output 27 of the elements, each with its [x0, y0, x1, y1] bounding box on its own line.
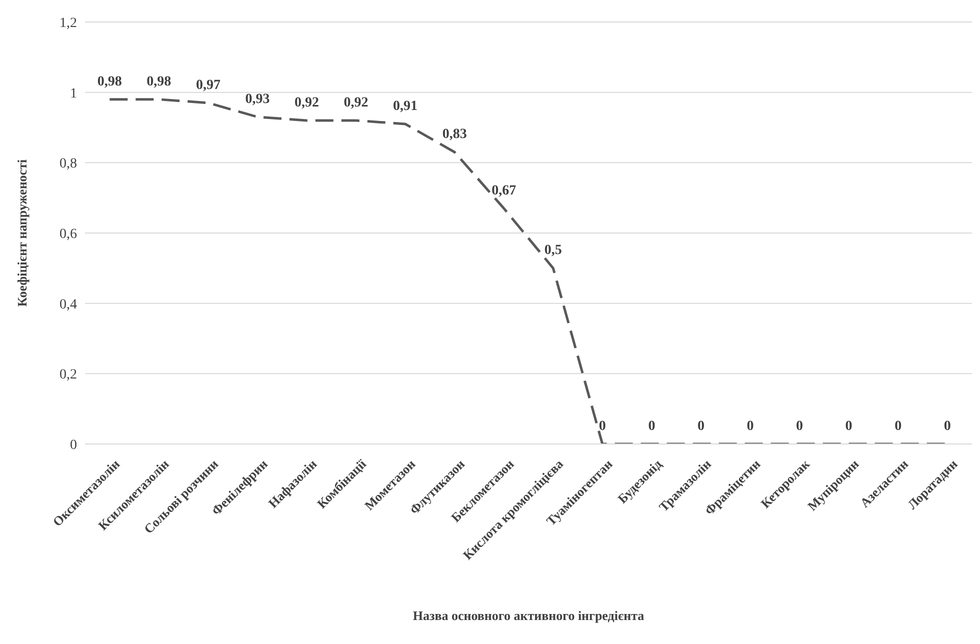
y-tick-label: 0 [70, 438, 77, 453]
data-label: 0 [746, 419, 754, 434]
data-label: 0,91 [393, 98, 418, 114]
data-label: 0 [796, 419, 804, 434]
data-label: 0,5 [544, 243, 562, 258]
data-label: 0,93 [245, 92, 270, 107]
data-label: 0 [648, 419, 656, 434]
data-label: 0,98 [97, 74, 122, 90]
y-axis-title: Коефіцієнт напруженості [14, 159, 30, 307]
y-tick-label: 0,8 [60, 156, 77, 172]
x-axis-title: Назва основного активного інгредієнта [412, 608, 646, 624]
data-label: 0 [697, 419, 704, 434]
y-tick-label: 0,6 [60, 226, 77, 242]
y-tick-label: 1 [70, 86, 77, 102]
data-label: 0 [894, 419, 902, 434]
data-label: 0 [598, 419, 606, 434]
y-tick-label: 0,2 [60, 368, 77, 383]
data-label: 0,92 [294, 95, 319, 110]
data-label: 0 [944, 419, 951, 434]
data-label: 0 [845, 419, 852, 434]
data-label: 0,83 [442, 127, 467, 142]
data-label: 0,98 [146, 74, 172, 90]
y-tick-label: 0,4 [60, 297, 77, 312]
y-tick-label: 1,2 [60, 16, 77, 31]
data-label: 0,97 [196, 78, 220, 93]
data-label: 0,92 [344, 95, 368, 110]
data-label: 0,67 [492, 183, 516, 198]
